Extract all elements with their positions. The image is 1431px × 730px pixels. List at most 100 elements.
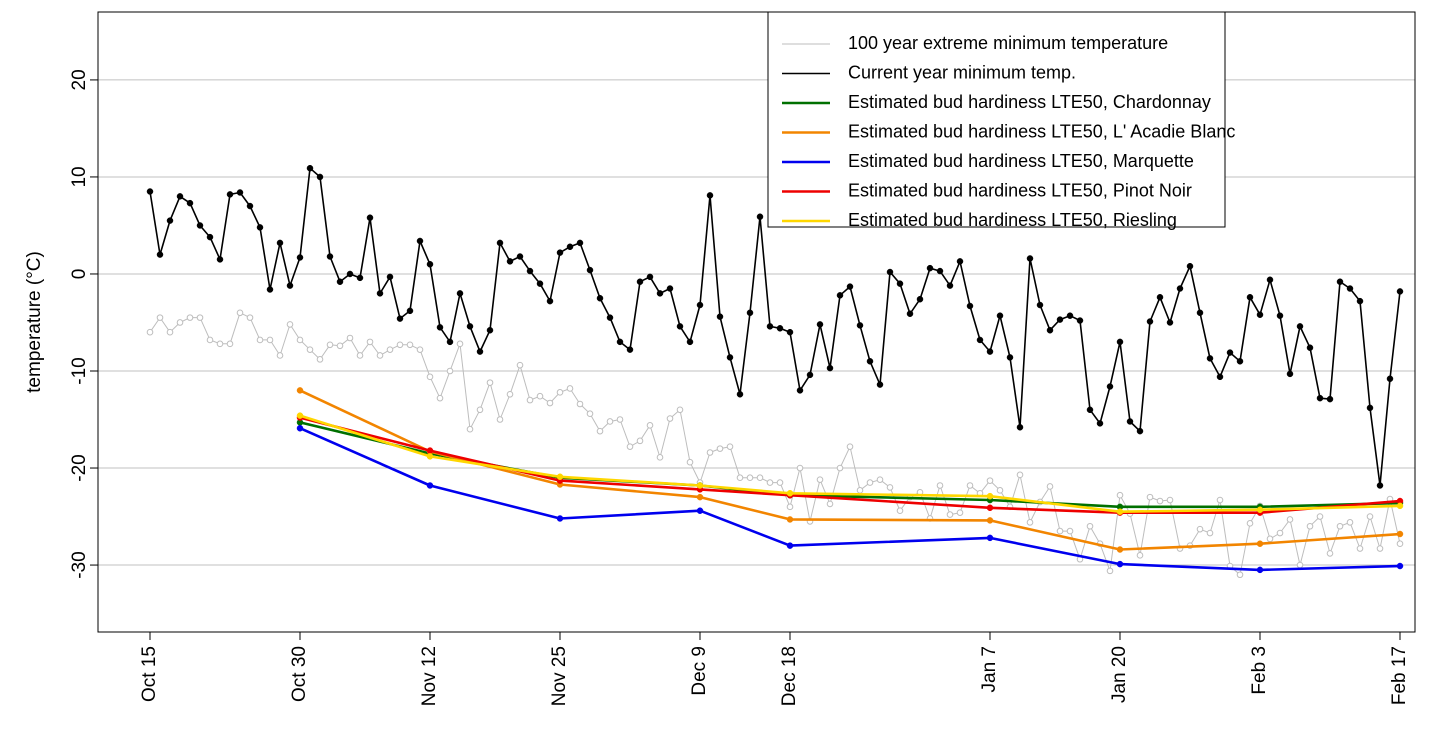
y-tick-label: -10 [69, 357, 90, 384]
data-point [1296, 323, 1304, 330]
data-point [466, 323, 474, 330]
data-point [946, 511, 954, 518]
data-point [736, 474, 744, 482]
legend-label: Estimated bud hardiness LTE50, Chardonna… [848, 92, 1211, 112]
data-point [496, 416, 504, 423]
legend-label: 100 year extreme minimum temperature [848, 33, 1168, 53]
data-point [786, 490, 794, 497]
data-point [496, 239, 504, 247]
data-point [596, 427, 604, 435]
data-point [806, 371, 814, 379]
data-point [156, 314, 164, 321]
data-point [1396, 530, 1404, 538]
data-point [1306, 344, 1314, 351]
data-point [916, 295, 924, 303]
legend-label: Estimated bud hardiness LTE50, Marquette [848, 151, 1194, 171]
data-point [246, 314, 254, 321]
data-point [296, 254, 304, 261]
data-point [206, 233, 214, 241]
data-point [1276, 312, 1284, 319]
data-point [1246, 294, 1254, 301]
data-point [316, 356, 324, 363]
data-point [436, 394, 444, 402]
data-point [156, 251, 164, 258]
data-point [356, 352, 364, 359]
data-point [1396, 502, 1404, 510]
data-point [586, 266, 594, 274]
data-point [1336, 522, 1344, 530]
data-point [1206, 529, 1214, 537]
data-point [506, 390, 514, 398]
data-point [366, 214, 374, 221]
data-point [366, 338, 374, 346]
data-point [546, 399, 554, 407]
data-point [906, 310, 914, 318]
y-tick-label: 0 [69, 269, 90, 280]
data-point [1116, 560, 1124, 568]
data-point [316, 173, 324, 181]
data-point [546, 297, 554, 305]
data-point [1266, 535, 1274, 543]
data-point [606, 314, 614, 321]
data-point [936, 482, 944, 489]
legend-label: Estimated bud hardiness LTE50, Riesling [848, 210, 1177, 230]
legend-label: Current year minimum temp. [848, 62, 1076, 82]
data-point [296, 424, 304, 432]
data-point [486, 379, 494, 386]
legend-box [767, 11, 1226, 228]
data-point [1116, 491, 1124, 499]
data-point [576, 239, 584, 247]
data-point [736, 391, 744, 398]
data-point [1336, 278, 1344, 285]
data-point [476, 406, 484, 414]
data-point [796, 387, 804, 394]
data-point [516, 361, 524, 369]
data-point [406, 307, 414, 315]
data-point [666, 415, 674, 422]
data-point [436, 324, 444, 331]
data-point [206, 336, 214, 344]
y-axis-label: temperature (°C) [24, 251, 45, 393]
data-point [266, 336, 274, 344]
data-point [556, 249, 564, 256]
data-point [986, 534, 994, 542]
data-point [746, 309, 754, 317]
data-point [1216, 373, 1224, 381]
data-point [786, 328, 794, 336]
data-point [386, 273, 394, 281]
data-point [646, 422, 654, 429]
data-point [276, 239, 284, 247]
x-tick-label: Oct 15 [139, 646, 160, 702]
data-point [826, 364, 834, 372]
data-point [266, 286, 274, 293]
data-point [1096, 420, 1104, 427]
data-point [1366, 404, 1374, 412]
data-point [346, 270, 354, 278]
data-point [586, 410, 594, 417]
data-point [896, 280, 904, 287]
data-point [166, 328, 174, 336]
data-point [1176, 285, 1184, 292]
data-point [1106, 567, 1114, 575]
data-point [816, 321, 824, 328]
data-point [1076, 317, 1084, 324]
data-point [776, 325, 784, 332]
data-point [1236, 358, 1244, 365]
data-point [186, 314, 194, 321]
data-point [1326, 550, 1334, 557]
data-point [1226, 349, 1234, 356]
data-point [786, 542, 794, 549]
series-line [299, 389, 1401, 551]
data-point [536, 280, 544, 287]
x-tick-label: Nov 12 [419, 646, 440, 706]
data-point [386, 346, 394, 353]
data-point [946, 282, 954, 289]
data-point [696, 482, 704, 489]
data-point [1116, 508, 1124, 515]
data-point [476, 348, 484, 355]
data-point [1086, 522, 1094, 530]
data-point [1036, 301, 1044, 309]
data-point [576, 400, 584, 408]
data-point [666, 285, 674, 292]
